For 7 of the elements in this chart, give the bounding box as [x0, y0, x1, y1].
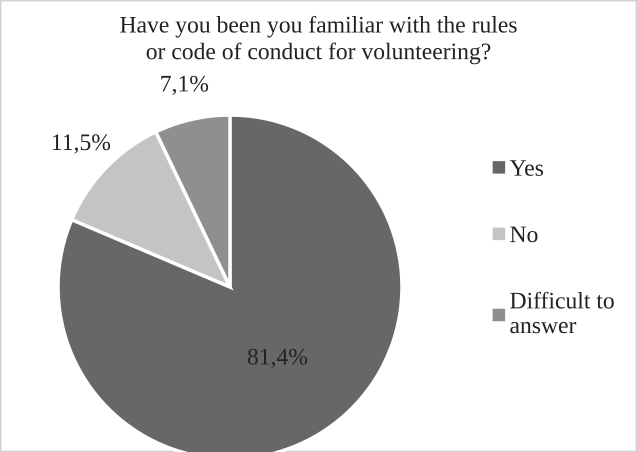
legend-label: Difficult to answer: [510, 292, 614, 334]
data-label: 7,1%: [161, 76, 208, 96]
chart-title: Have you been you familiar with the rules or code of conduct for volunteering?: [120, 16, 517, 64]
legend-label: No: [510, 226, 538, 242]
data-label: 11,5%: [52, 134, 110, 154]
legend-label: Yes: [510, 160, 544, 176]
data-label: 81,4%: [248, 348, 308, 368]
